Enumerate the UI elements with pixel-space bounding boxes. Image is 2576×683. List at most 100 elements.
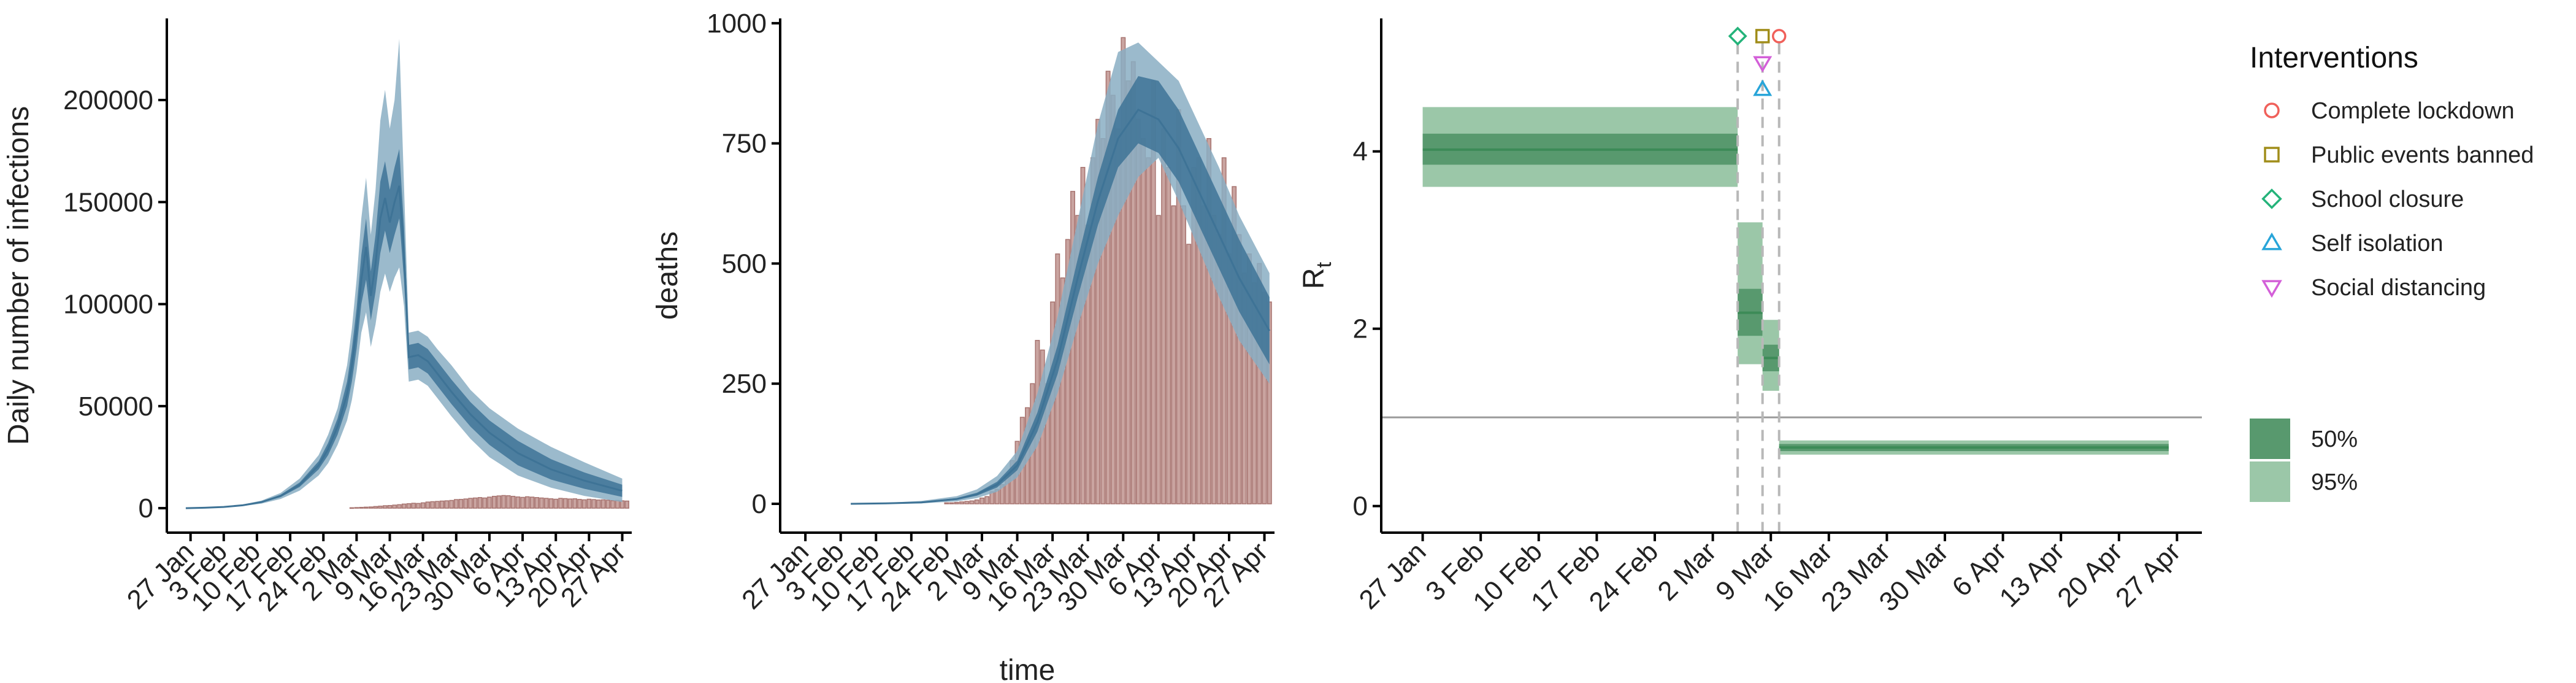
bar: [378, 506, 383, 509]
intervention-marker-square: [1755, 29, 1770, 44]
interventions-legend: Interventions Complete lockdown Public eve…: [2250, 42, 2534, 502]
legend-label: Complete lockdown: [2311, 98, 2515, 124]
bar: [397, 504, 402, 509]
bar: [596, 500, 601, 509]
bar: [449, 500, 454, 509]
bar: [567, 498, 573, 509]
band-50: [185, 149, 623, 509]
bar: [510, 496, 516, 509]
bar: [577, 499, 582, 509]
x-tick-label: 20 Apr: [2052, 536, 2128, 613]
bar: [624, 500, 629, 509]
bar: [501, 495, 506, 509]
y-tick-label: 100000: [63, 290, 153, 320]
bar: [1060, 277, 1065, 504]
legend-title: Interventions: [2250, 42, 2418, 74]
bar: [359, 507, 364, 509]
bar: [1171, 205, 1176, 504]
bar: [615, 500, 620, 509]
bar: [944, 502, 949, 504]
bar: [482, 497, 487, 509]
bar: [458, 499, 464, 509]
bar: [416, 503, 421, 509]
legend-swatch-ci: [2250, 461, 2290, 502]
bar: [984, 496, 990, 504]
bar: [1141, 138, 1146, 504]
bar: [605, 500, 611, 509]
median-line: [851, 108, 1271, 505]
intervention-marker-circle: [1771, 29, 1787, 44]
x-tick-label: 27 Jan: [1354, 536, 1432, 615]
intervention-marker-diamond: [1728, 26, 1747, 46]
bar: [477, 497, 483, 509]
y-tick-label: 750: [722, 129, 767, 159]
bar: [491, 496, 497, 509]
y-axis-title: Rt: [1298, 261, 1336, 289]
legend-marker-square: [2264, 147, 2280, 163]
bar: [974, 499, 979, 504]
bar: [520, 496, 525, 509]
bar: [964, 501, 970, 504]
bar: [581, 499, 587, 509]
y-axis-title-subscript: t: [1313, 261, 1336, 268]
bar: [1156, 215, 1161, 504]
bar: [1186, 244, 1192, 504]
bar: [1161, 128, 1167, 504]
bar: [373, 506, 378, 509]
y-tick-label: 150000: [63, 187, 153, 217]
bar: [1075, 215, 1081, 504]
intervention-marker-triangle-down: [1753, 56, 1773, 73]
bar: [1095, 118, 1101, 504]
bar: [506, 495, 511, 509]
bar: [1080, 167, 1086, 504]
bar: [1146, 157, 1151, 504]
bar: [411, 503, 416, 509]
y-tick-label: 500: [722, 249, 767, 279]
y-axis-title: Daily number of infections: [2, 106, 35, 445]
x-axis-title: time: [1000, 654, 1056, 683]
bar: [969, 500, 975, 504]
y-tick-label: 250: [722, 369, 767, 399]
bar: [463, 498, 469, 509]
bar: [430, 501, 435, 509]
bar: [586, 498, 592, 509]
legend-label: School closure: [2311, 187, 2464, 212]
bar: [548, 498, 554, 509]
bar: [468, 498, 473, 509]
bar: [420, 502, 426, 509]
bar: [558, 498, 563, 509]
bar: [401, 503, 407, 509]
median-line: [185, 185, 623, 509]
bar: [368, 506, 374, 509]
legend-label-ci: 50%: [2311, 426, 2358, 452]
y-tick-label: 0: [1353, 492, 1368, 522]
legend-marker-circle: [2264, 102, 2280, 118]
bar: [979, 497, 984, 504]
bar: [515, 496, 521, 509]
bar: [472, 497, 478, 509]
bar: [1206, 138, 1212, 504]
bar: [529, 496, 535, 509]
bar: [1121, 37, 1126, 504]
bar: [425, 501, 431, 509]
bar: [954, 501, 959, 504]
bar: [364, 506, 369, 509]
y-tick-label: 200000: [63, 85, 153, 115]
legend-marker-triangle-up: [2261, 232, 2282, 250]
x-tick-label: 27 Apr: [2110, 536, 2187, 613]
y-tick-label: 2: [1353, 314, 1368, 344]
bar: [539, 497, 544, 509]
bar: [349, 507, 355, 509]
bar: [1221, 157, 1227, 504]
legend-label: Public events banned: [2311, 142, 2534, 168]
legend-swatch-ci: [2250, 419, 2290, 459]
legend-label: Self isolation: [2311, 231, 2443, 257]
legend-marker-triangle-down: [2261, 280, 2282, 298]
bar: [444, 500, 450, 509]
bar: [406, 503, 412, 509]
y-tick-label: 1000: [707, 9, 767, 39]
bar: [1105, 71, 1111, 504]
